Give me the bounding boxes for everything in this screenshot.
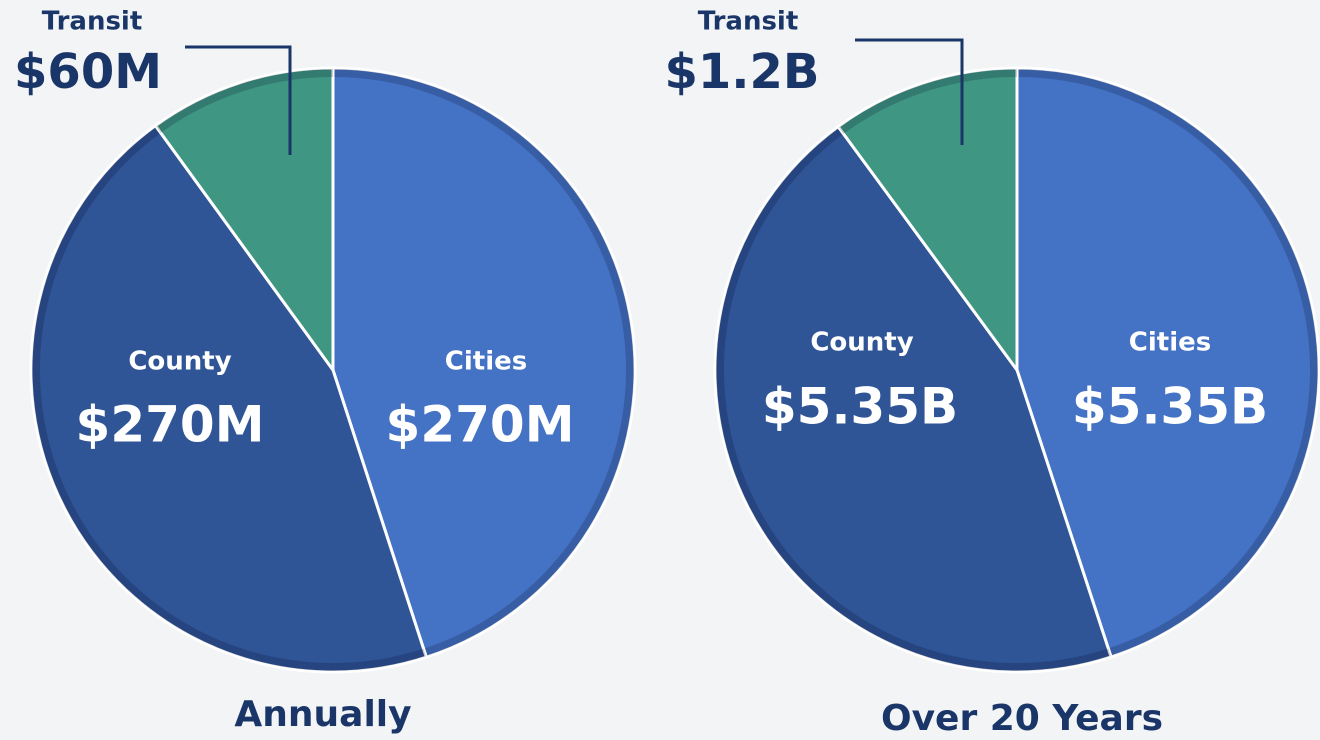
slice-rim bbox=[838, 69, 1018, 134]
slice-value: $270M bbox=[386, 396, 575, 454]
pie-slice bbox=[713, 125, 1113, 674]
slice-name: Cities bbox=[445, 347, 527, 377]
slice-name: Transit bbox=[698, 7, 799, 37]
chart-title: Annually bbox=[234, 694, 411, 735]
pie-slice bbox=[29, 124, 428, 674]
slice-value: $1.2B bbox=[664, 44, 819, 100]
leader-line bbox=[185, 45, 292, 155]
slice-value: $5.35B bbox=[762, 378, 958, 436]
pie-slice bbox=[331, 66, 637, 659]
slice-rim bbox=[32, 126, 427, 671]
slice-name: County bbox=[810, 328, 913, 358]
chart-title: Over 20 Years bbox=[881, 698, 1163, 739]
slice-value: $60M bbox=[14, 44, 162, 100]
pie-slice bbox=[836, 66, 1019, 372]
slice-name: County bbox=[128, 347, 231, 377]
slice-name: Transit bbox=[42, 7, 143, 37]
slice-rim bbox=[716, 127, 1111, 671]
slice-value: $270M bbox=[76, 396, 265, 454]
pie-slice bbox=[1015, 66, 1320, 659]
slice-rim bbox=[156, 69, 334, 133]
slice-rim bbox=[1016, 69, 1318, 657]
leader-line bbox=[855, 38, 964, 145]
slice-rim bbox=[332, 69, 634, 657]
slice-value: $5.35B bbox=[1072, 378, 1268, 436]
slice-name: Cities bbox=[1129, 328, 1211, 358]
